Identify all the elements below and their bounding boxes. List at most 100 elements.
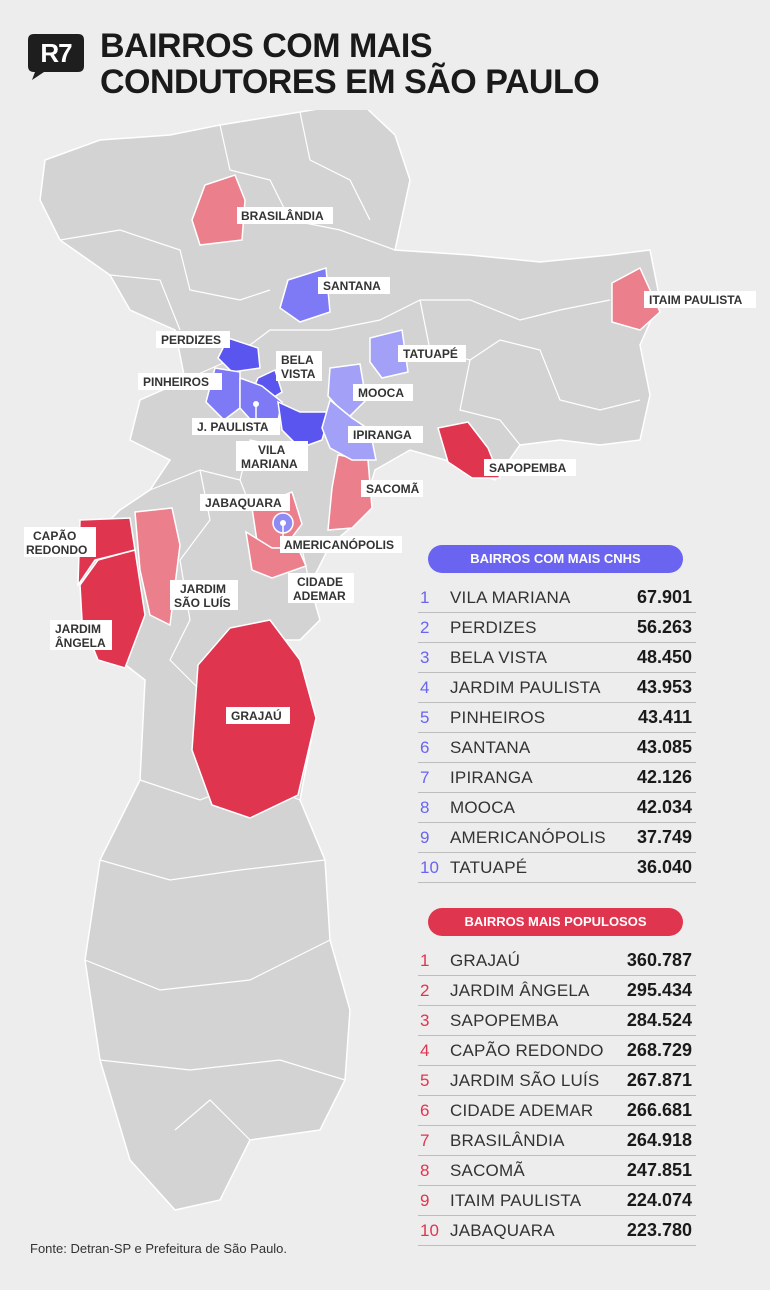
district-name: BELA VISTA xyxy=(450,647,548,667)
population-ranking: BAIRROS MAIS POPULOSOS 1 GRAJAÚ 360.787 2 J… xyxy=(418,908,696,1246)
district-value: 43.085 xyxy=(636,737,692,757)
district-name: MOOCA xyxy=(450,797,516,817)
map-labels: BRASILÂNDIA SANTANA ITAIM PAULISTA PERDI… xyxy=(24,207,756,724)
rank-number: 5 xyxy=(420,1070,430,1090)
district-name: SANTANA xyxy=(450,737,531,757)
district-name: JABAQUARA xyxy=(450,1220,555,1240)
region-jardim-sao-luis xyxy=(134,507,181,627)
cnh-ranking-title: BAIRROS COM MAIS CNHS xyxy=(428,545,683,573)
rank-number: 2 xyxy=(420,980,430,1000)
list-item: 8 MOOCA 42.034 xyxy=(418,793,696,823)
district-name: IPIRANGA xyxy=(450,767,533,787)
list-item: 5 PINHEIROS 43.411 xyxy=(418,703,696,733)
list-item: 4 JARDIM PAULISTA 43.953 xyxy=(418,673,696,703)
label-mooca: MOOCA xyxy=(358,386,404,400)
page-title: BAIRROS COM MAIS CONDUTORES EM SÃO PAULO xyxy=(100,28,600,101)
rank-number: 6 xyxy=(420,1100,430,1120)
list-item: 5 JARDIM SÃO LUÍS 267.871 xyxy=(418,1066,696,1096)
list-item: 10 TATUAPÉ 36.040 xyxy=(418,853,696,883)
list-item: 9 ITAIM PAULISTA 224.074 xyxy=(418,1186,696,1216)
label-cidade-ademar-2: ADEMAR xyxy=(293,589,346,603)
district-name: PERDIZES xyxy=(450,617,537,637)
label-jabaquara: JABAQUARA xyxy=(205,496,282,510)
district-value: 284.524 xyxy=(626,1010,692,1030)
rank-number: 10 xyxy=(420,857,439,877)
list-item: 6 SANTANA 43.085 xyxy=(418,733,696,763)
label-grajau: GRAJAÚ xyxy=(231,708,282,723)
district-value: 42.126 xyxy=(636,767,692,787)
region-cidade-ademar xyxy=(245,530,308,579)
rank-number: 7 xyxy=(420,1130,430,1150)
label-jardim-sao-luis-2: SÃO LUÍS xyxy=(174,595,231,610)
district-name: JARDIM SÃO LUÍS xyxy=(450,1070,600,1090)
region-brasilandia xyxy=(191,174,246,246)
list-item: 9 AMERICANÓPOLIS 37.749 xyxy=(418,823,696,853)
rank-number: 9 xyxy=(420,1190,430,1210)
list-item: 3 BELA VISTA 48.450 xyxy=(418,643,696,673)
cnh-ranking-list: 1 VILA MARIANA 67.901 2 PERDIZES 56.263 3 BEL… xyxy=(418,583,696,883)
district-value: 223.780 xyxy=(626,1220,692,1240)
district-name: BRASILÂNDIA xyxy=(450,1130,565,1150)
list-item: 10 JABAQUARA 223.780 xyxy=(418,1216,696,1246)
district-name: SAPOPEMBA xyxy=(450,1010,559,1030)
district-name: ITAIM PAULISTA xyxy=(450,1190,582,1210)
district-value: 48.450 xyxy=(636,647,692,667)
population-ranking-list: 1 GRAJAÚ 360.787 2 JARDIM ÂNGELA 295.434 3 SA… xyxy=(418,946,696,1246)
district-value: 224.074 xyxy=(626,1190,692,1210)
label-brasilandia: BRASILÂNDIA xyxy=(241,208,324,223)
title-line-2: CONDUTORES EM SÃO PAULO xyxy=(100,63,600,101)
list-item: 1 GRAJAÚ 360.787 xyxy=(418,946,696,976)
district-name: JARDIM PAULISTA xyxy=(450,677,601,697)
label-jardim-sao-luis-1: JARDIM xyxy=(180,582,226,596)
district-name: AMERICANÓPOLIS xyxy=(450,827,606,847)
rank-number: 7 xyxy=(420,767,430,787)
rank-number: 1 xyxy=(420,950,430,970)
district-value: 36.040 xyxy=(636,857,692,877)
district-name: PINHEIROS xyxy=(450,707,546,727)
district-value: 37.749 xyxy=(636,827,692,847)
r7-logo: R7 xyxy=(28,34,84,80)
rank-number: 8 xyxy=(420,797,430,817)
region-mooca xyxy=(327,363,367,420)
label-americanopolis: AMERICANÓPOLIS xyxy=(284,537,394,552)
district-name: TATUAPÉ xyxy=(450,857,528,877)
sao-paulo-map: BRASILÂNDIA SANTANA ITAIM PAULISTA PERDI… xyxy=(24,110,756,1211)
district-value: 268.729 xyxy=(626,1040,692,1060)
label-sacoma: SACOMÃ xyxy=(366,481,420,496)
list-item: 8 SACOMÃ 247.851 xyxy=(418,1156,696,1186)
region-vila-mariana xyxy=(277,400,331,449)
list-item: 7 IPIRANGA 42.126 xyxy=(418,763,696,793)
rank-number: 9 xyxy=(420,827,430,847)
label-perdizes: PERDIZES xyxy=(161,333,221,347)
rank-number: 4 xyxy=(420,677,430,697)
district-value: 264.918 xyxy=(626,1130,692,1150)
list-item: 4 CAPÃO REDONDO 268.729 xyxy=(418,1036,696,1066)
rank-number: 5 xyxy=(420,707,430,727)
label-sapopemba: SAPOPEMBA xyxy=(489,461,567,475)
label-itaim-paulista: ITAIM PAULISTA xyxy=(649,293,743,307)
label-bela-vista-1: BELA xyxy=(281,353,314,367)
district-value: 295.434 xyxy=(626,980,692,1000)
cnh-ranking: BAIRROS COM MAIS CNHS 1 VILA MARIANA 67.90… xyxy=(418,545,696,883)
label-santana: SANTANA xyxy=(323,279,381,293)
region-santana xyxy=(279,267,331,323)
district-name: CAPÃO REDONDO xyxy=(450,1040,604,1060)
rank-number: 3 xyxy=(420,1010,430,1030)
list-item: 6 CIDADE ADEMAR 266.681 xyxy=(418,1096,696,1126)
district-value: 42.034 xyxy=(636,797,692,817)
list-item: 2 PERDIZES 56.263 xyxy=(418,613,696,643)
region-tatuape xyxy=(369,329,409,379)
list-item: 3 SAPOPEMBA 284.524 xyxy=(418,1006,696,1036)
rank-number: 8 xyxy=(420,1160,430,1180)
list-item: 1 VILA MARIANA 67.901 xyxy=(418,583,696,613)
rank-number: 2 xyxy=(420,617,430,637)
population-ranking-title: BAIRROS MAIS POPULOSOS xyxy=(428,908,683,936)
label-cidade-ademar-1: CIDADE xyxy=(297,575,343,589)
label-jardim-angela-2: ÂNGELA xyxy=(55,635,106,650)
rank-number: 10 xyxy=(420,1220,439,1240)
rank-number: 1 xyxy=(420,587,430,607)
region-itaim-paulista xyxy=(611,266,661,331)
label-jardim-angela-1: JARDIM xyxy=(55,622,101,636)
label-vila-mariana-2: MARIANA xyxy=(241,457,298,471)
label-capao-redondo-2: REDONDO xyxy=(26,543,87,557)
